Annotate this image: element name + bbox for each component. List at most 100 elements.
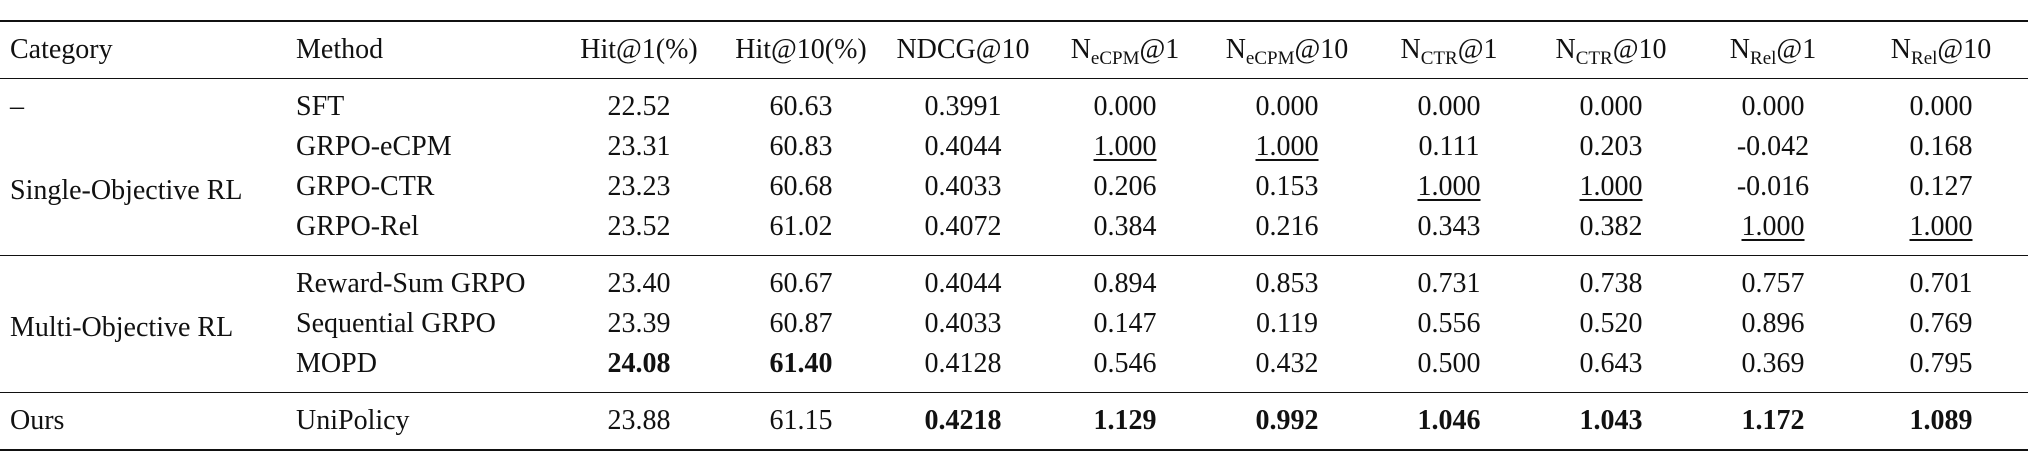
value-cell: 0.119 [1256, 308, 1318, 339]
underlined-value: 1.000 [1579, 171, 1643, 202]
value-cell-best: 0.4218 [882, 392, 1044, 451]
value-cell-best: 0.992 [1206, 392, 1368, 451]
value-cell: 0.168 [1909, 131, 1973, 162]
value-cell: -0.016 [1736, 171, 1810, 202]
value-cell: 0.000 [1579, 91, 1643, 122]
value-cell: 0.757 [1692, 255, 1854, 304]
method-cell: GRPO-CTR [296, 171, 435, 202]
value-cell: 1.000 [1530, 167, 1692, 207]
value-cell: 0.769 [1909, 308, 1973, 339]
value-cell: 0.369 [1741, 348, 1805, 379]
value-cell: 0.216 [1255, 211, 1319, 242]
method-cell: MOPD [296, 348, 377, 379]
value-cell: 0.000 [1093, 91, 1157, 122]
value-cell: 0.4033 [924, 308, 1002, 339]
underlined-value: 1.000 [1741, 211, 1805, 242]
value-cell: 0.4044 [924, 131, 1002, 162]
results-table: Category Method Hit@1(%) Hit@10(%) NDCG@… [0, 20, 2028, 451]
category-cell-single: Single-Objective RL [10, 175, 243, 206]
value-cell-best: 1.043 [1530, 392, 1692, 451]
value-cell: 0.4044 [882, 255, 1044, 304]
value-cell: 60.68 [769, 171, 833, 202]
group-single-objective: – SFT 22.52 60.63 0.3991 0.000 0.000 0.0… [0, 79, 2028, 256]
value-cell-best: 1.046 [1368, 392, 1530, 451]
value-cell: 60.87 [769, 308, 833, 339]
value-cell: 0.4072 [924, 211, 1002, 242]
value-cell: 0.000 [1741, 91, 1805, 122]
category-cell-none: – [10, 91, 24, 122]
header-hit1: Hit@1(%) [558, 20, 720, 79]
value-cell-best: 1.089 [1854, 392, 2028, 451]
value-cell: 0.4128 [924, 348, 1002, 379]
value-cell: 0.000 [1255, 91, 1319, 122]
header-n-rel1: NRel@1 [1692, 20, 1854, 79]
value-cell: 0.853 [1206, 255, 1368, 304]
method-cell: GRPO-eCPM [296, 131, 452, 162]
value-cell: 61.02 [769, 211, 833, 242]
value-cell: 60.67 [720, 255, 882, 304]
header-n-rel10: NRel@10 [1854, 20, 2028, 79]
header-n-ctr1: NCTR@1 [1368, 20, 1530, 79]
value-cell: 0.000 [1417, 91, 1481, 122]
value-cell: 1.000 [1206, 127, 1368, 167]
underlined-value: 1.000 [1909, 211, 1973, 242]
value-cell: 0.3991 [924, 91, 1002, 122]
value-cell: 0.894 [1044, 255, 1206, 304]
method-cell: GRPO-Rel [296, 211, 419, 242]
value-cell: 0.203 [1579, 131, 1643, 162]
table-row: GRPO-CTR 23.23 60.68 0.4033 0.206 0.153 … [0, 167, 2028, 207]
method-cell: UniPolicy [296, 392, 558, 451]
header-method: Method [296, 20, 558, 79]
value-cell: 23.52 [607, 211, 671, 242]
value-cell: 61.15 [720, 392, 882, 451]
value-cell: -0.042 [1736, 131, 1810, 162]
category-cell-multi: Multi-Objective RL [0, 255, 296, 393]
value-cell: 23.40 [558, 255, 720, 304]
value-cell: 0.795 [1909, 348, 1973, 379]
value-cell: 0.147 [1093, 308, 1157, 339]
value-cell: 23.23 [607, 171, 671, 202]
value-cell: 1.000 [1044, 127, 1206, 167]
value-cell: 23.88 [558, 392, 720, 451]
category-cell-ours: Ours [0, 392, 296, 451]
method-cell: Reward-Sum GRPO [296, 255, 558, 304]
value-cell-best: 1.129 [1044, 392, 1206, 451]
value-cell: 1.000 [1692, 207, 1854, 256]
underlined-value: 1.000 [1093, 131, 1157, 162]
header-row: Category Method Hit@1(%) Hit@10(%) NDCG@… [0, 20, 2028, 79]
value-cell: 0.206 [1093, 171, 1157, 202]
value-cell: 0.520 [1579, 308, 1643, 339]
header-n-ecpm10: NeCPM@10 [1206, 20, 1368, 79]
method-cell: Sequential GRPO [296, 308, 496, 339]
table-row: MOPD 24.08 61.40 0.4128 0.546 0.432 0.50… [0, 344, 2028, 393]
table-row: Sequential GRPO 23.39 60.87 0.4033 0.147… [0, 304, 2028, 344]
value-cell: 0.127 [1909, 171, 1973, 202]
table-row: Ours UniPolicy 23.88 61.15 0.4218 1.129 … [0, 392, 2028, 451]
value-cell: 1.000 [1368, 167, 1530, 207]
underlined-value: 1.000 [1417, 171, 1481, 202]
value-cell-best: 1.172 [1692, 392, 1854, 451]
value-cell: 0.896 [1741, 308, 1805, 339]
value-cell: 0.731 [1368, 255, 1530, 304]
value-cell: 60.63 [769, 91, 833, 122]
table-row: GRPO-Rel 23.52 61.02 0.4072 0.384 0.216 … [0, 207, 2028, 256]
value-cell: 22.52 [607, 91, 671, 122]
value-cell: 0.153 [1255, 171, 1319, 202]
value-cell: 1.000 [1854, 207, 2028, 256]
value-cell: 0.643 [1579, 348, 1643, 379]
method-cell: SFT [296, 91, 345, 122]
value-cell: 0.111 [1418, 131, 1480, 162]
value-cell: 0.500 [1417, 348, 1481, 379]
header-hit10: Hit@10(%) [720, 20, 882, 79]
header-n-ctr10: NCTR@10 [1530, 20, 1692, 79]
table-row: Single-Objective RL GRPO-eCPM 23.31 60.8… [0, 127, 2028, 206]
value-cell: 23.31 [607, 131, 671, 162]
value-cell: 0.701 [1854, 255, 2028, 304]
value-cell: 0.738 [1530, 255, 1692, 304]
group-ours: Ours UniPolicy 23.88 61.15 0.4218 1.129 … [0, 392, 2028, 451]
value-cell: 0.343 [1417, 211, 1481, 242]
value-cell: 0.556 [1417, 308, 1481, 339]
value-cell: 0.000 [1909, 91, 1973, 122]
value-cell: 0.546 [1093, 348, 1157, 379]
group-multi-objective: Multi-Objective RL Reward-Sum GRPO 23.40… [0, 255, 2028, 393]
